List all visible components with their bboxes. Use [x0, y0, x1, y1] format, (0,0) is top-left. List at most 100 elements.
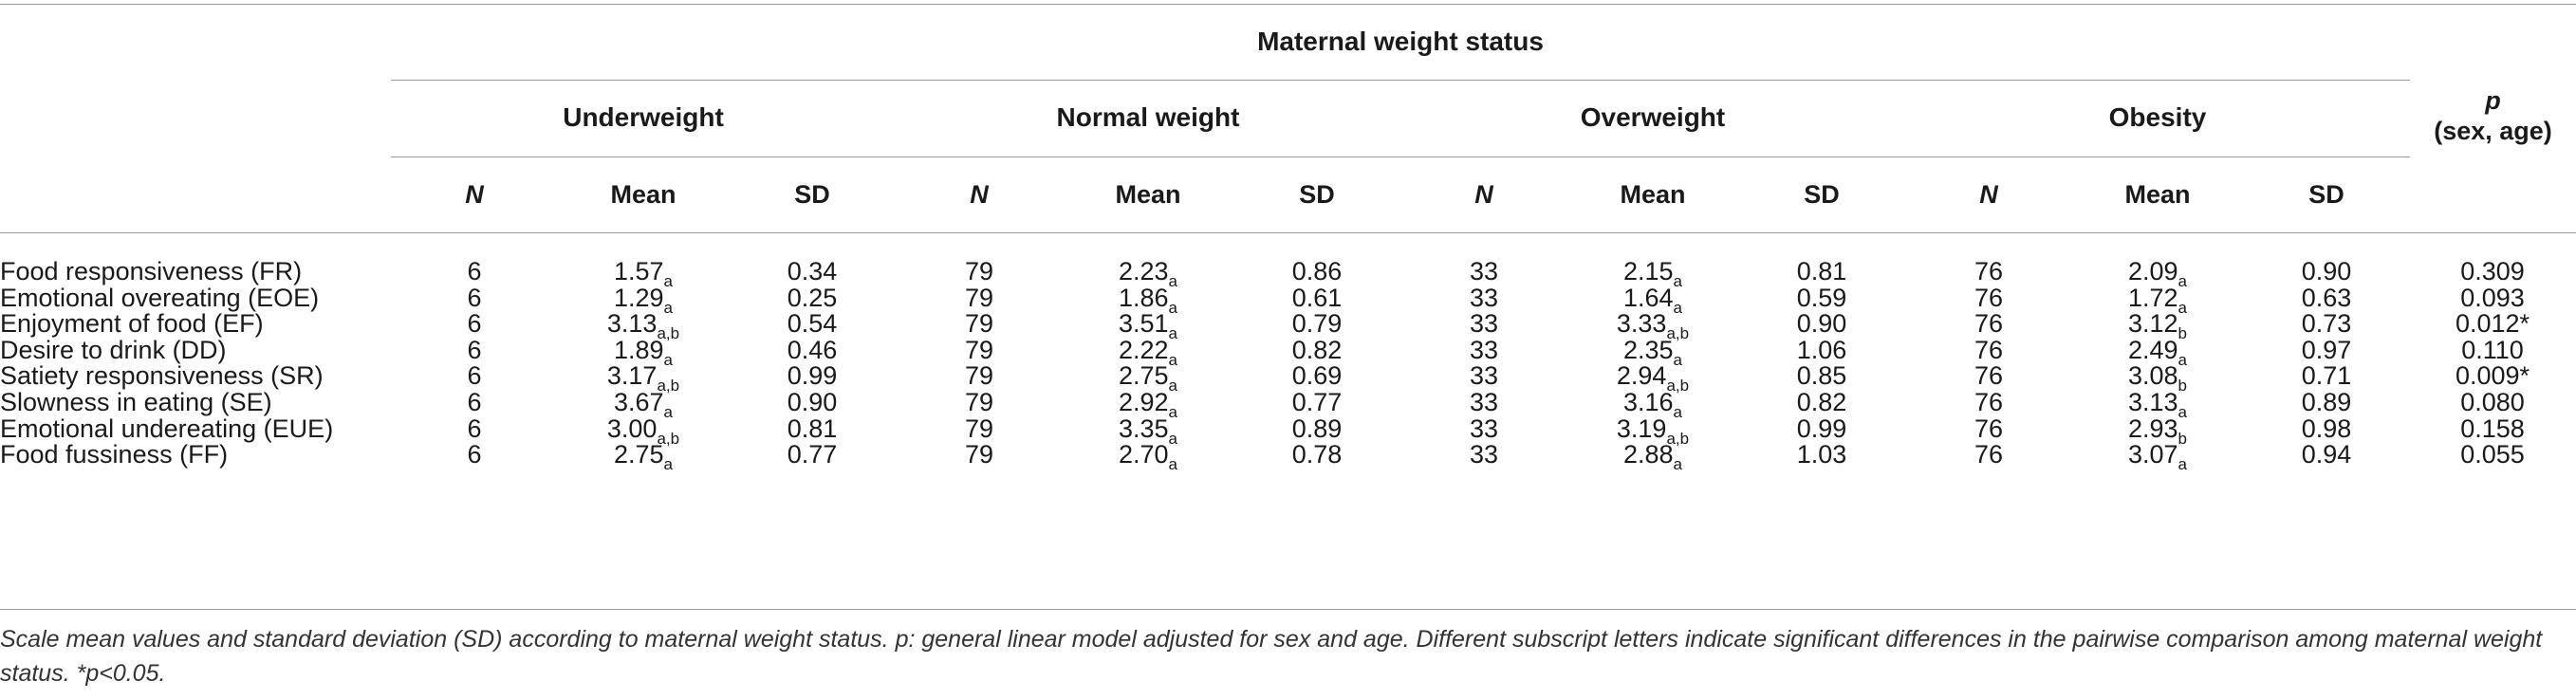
cell-sd: 0.63 — [2301, 283, 2352, 312]
cell-sd: 0.86 — [1291, 257, 1343, 285]
cell-mean-value: 3.33 — [1616, 309, 1667, 339]
subcolumn-header-n: N — [1474, 180, 1493, 209]
cell-mean-subscript: a — [2178, 350, 2188, 369]
cell-mean: 3.35a — [1053, 414, 1243, 447]
cell-n: 76 — [1974, 361, 2004, 391]
cell-mean-value: 2.75 — [613, 440, 664, 469]
cell-mean-value: 2.75 — [1118, 361, 1169, 391]
cell-sd: 0.82 — [1291, 335, 1343, 364]
cell-sd: 0.77 — [1291, 388, 1343, 416]
subgroup-rule — [391, 156, 2410, 157]
cell-mean-value: 1.29 — [613, 283, 664, 312]
cell-p-value: 0.080 — [2460, 388, 2525, 416]
cell-mean-value: 2.88 — [1622, 440, 1674, 469]
cell-sd: 0.59 — [1796, 283, 1847, 312]
cell-mean-subscript: a,b — [1666, 324, 1690, 343]
cell-mean-value: 3.08 — [2127, 361, 2178, 391]
group-underweight: Underweight — [563, 102, 724, 132]
cell-mean: 1.72a — [2063, 283, 2252, 316]
cell-mean-subscript: a — [1673, 298, 1683, 317]
cell-p-value: 0.093 — [2460, 283, 2525, 312]
cell-n: 6 — [467, 414, 482, 443]
cell-n: 79 — [964, 257, 994, 285]
cell-mean-value: 2.49 — [2127, 335, 2178, 364]
cell-sd: 0.98 — [2301, 414, 2352, 443]
cell-sd: 0.90 — [787, 388, 838, 416]
cell-sd: 0.97 — [2301, 335, 2352, 364]
cell-mean: 1.29a — [548, 283, 738, 316]
cell-n: 6 — [467, 361, 482, 391]
cell-n: 79 — [964, 440, 994, 469]
cell-mean-value: 2.70 — [1118, 440, 1169, 469]
cell-mean-subscript: b — [2178, 429, 2188, 448]
cell-mean: 2.09a — [2063, 256, 2252, 289]
cell-mean-subscript: a — [2178, 298, 2188, 317]
cell-mean: 3.08b — [2063, 360, 2252, 394]
cell-mean: 2.75a — [548, 439, 738, 472]
subcolumn-header-n: N — [465, 180, 484, 209]
cell-mean: 2.35a — [1558, 335, 1748, 368]
p-header-sub: (sex, age) — [2434, 117, 2552, 145]
p-header-symbol: p — [2485, 86, 2501, 115]
cell-mean-subscript: a — [2178, 455, 2188, 474]
cell-mean-subscript: b — [2178, 377, 2188, 395]
cell-n: 79 — [964, 335, 994, 364]
cell-mean: 2.70a — [1053, 439, 1243, 472]
cell-n: 76 — [1974, 388, 2004, 416]
cell-mean: 3.51a — [1053, 308, 1243, 341]
row-label: Satiety responsiveness (SR) — [0, 361, 324, 391]
cell-n: 33 — [1469, 414, 1499, 443]
cell-mean-value: 3.16 — [1622, 388, 1674, 416]
cell-mean-subscript: a,b — [1666, 377, 1690, 395]
subcolumn-header-mean: Mean — [610, 180, 676, 209]
cell-mean-subscript: a — [1673, 272, 1683, 290]
cell-mean-subscript: a — [663, 403, 674, 421]
cell-p-value: 0.009* — [2455, 361, 2530, 391]
cell-mean: 1.86a — [1053, 283, 1243, 316]
cell-mean: 2.94a,b — [1558, 360, 1748, 394]
cell-mean: 3.13a — [2063, 387, 2252, 420]
cell-n: 76 — [1974, 414, 2004, 443]
group-title: Maternal weight status — [1257, 27, 1544, 56]
cell-n: 79 — [964, 309, 994, 339]
cell-mean: 3.16a — [1558, 387, 1748, 420]
cell-mean-subscript: a — [2178, 272, 2188, 290]
subcolumn-header-mean: Mean — [1620, 180, 1686, 209]
cell-mean-value: 2.92 — [1118, 388, 1169, 416]
cell-n: 33 — [1469, 335, 1499, 364]
cell-mean: 2.92a — [1053, 387, 1243, 420]
cell-mean-value: 2.22 — [1118, 335, 1169, 364]
cell-n: 33 — [1469, 388, 1499, 416]
cell-mean-subscript: a — [1673, 455, 1683, 474]
cell-mean: 1.89a — [548, 335, 738, 368]
cell-mean-subscript: a — [1168, 350, 1178, 369]
cell-sd: 0.73 — [2301, 309, 2352, 339]
cell-mean-subscript: a — [1168, 455, 1178, 474]
cell-sd: 0.90 — [2301, 257, 2352, 285]
cell-sd: 0.81 — [787, 414, 838, 443]
cell-mean: 2.49a — [2063, 335, 2252, 368]
cell-n: 6 — [467, 283, 482, 312]
cell-n: 79 — [964, 283, 994, 312]
cell-mean-subscript: a,b — [657, 429, 680, 448]
cell-n: 79 — [964, 361, 994, 391]
cell-n: 79 — [964, 388, 994, 416]
cell-mean-subscript: a,b — [657, 324, 680, 343]
cell-mean-value: 2.23 — [1118, 257, 1169, 285]
cell-mean-value: 2.35 — [1622, 335, 1674, 364]
cell-mean: 3.67a — [548, 387, 738, 420]
group-obesity: Obesity — [2108, 102, 2207, 132]
cell-mean: 2.75a — [1053, 360, 1243, 394]
cell-sd: 0.34 — [787, 257, 838, 285]
cell-mean-subscript: a — [1168, 377, 1178, 395]
cell-sd: 0.99 — [787, 361, 838, 391]
cell-mean-subscript: a,b — [1666, 429, 1690, 448]
cell-n: 6 — [467, 257, 482, 285]
p-column-header: p (sex, age) — [2410, 85, 2576, 146]
group-overweight: Overweight — [1580, 102, 1726, 132]
cell-mean: 1.64a — [1558, 283, 1748, 316]
cell-sd: 0.89 — [1291, 414, 1343, 443]
cell-mean-value: 3.13 — [606, 309, 658, 339]
cell-mean-subscript: a — [1673, 403, 1683, 421]
cell-sd: 0.99 — [1796, 414, 1847, 443]
